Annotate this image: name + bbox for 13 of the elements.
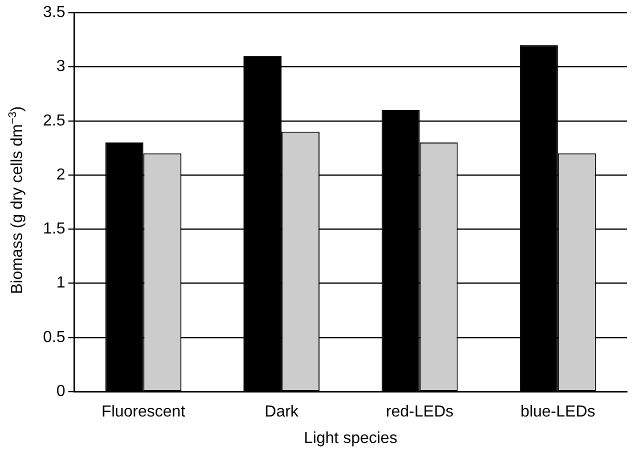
x-tick-label: Dark bbox=[264, 404, 300, 421]
y-tick-label: 3 bbox=[56, 58, 66, 76]
y-tick-label: 0 bbox=[56, 383, 66, 400]
y-tick-label: 2 bbox=[56, 166, 66, 184]
x-tick-label: red-LEDs bbox=[386, 404, 454, 421]
y-tick-label: 1 bbox=[56, 274, 66, 292]
x-tick-label: blue-LEDs bbox=[520, 404, 596, 421]
y-tick-label: 2.5 bbox=[42, 112, 66, 130]
y-tick-label: 0.5 bbox=[42, 328, 66, 346]
y-tick-label: 3.5 bbox=[42, 4, 66, 22]
x-axis-title: Light species bbox=[304, 430, 398, 447]
x-tick-label: Fluorescent bbox=[102, 404, 186, 421]
y-tick-label: 1.5 bbox=[42, 220, 66, 238]
